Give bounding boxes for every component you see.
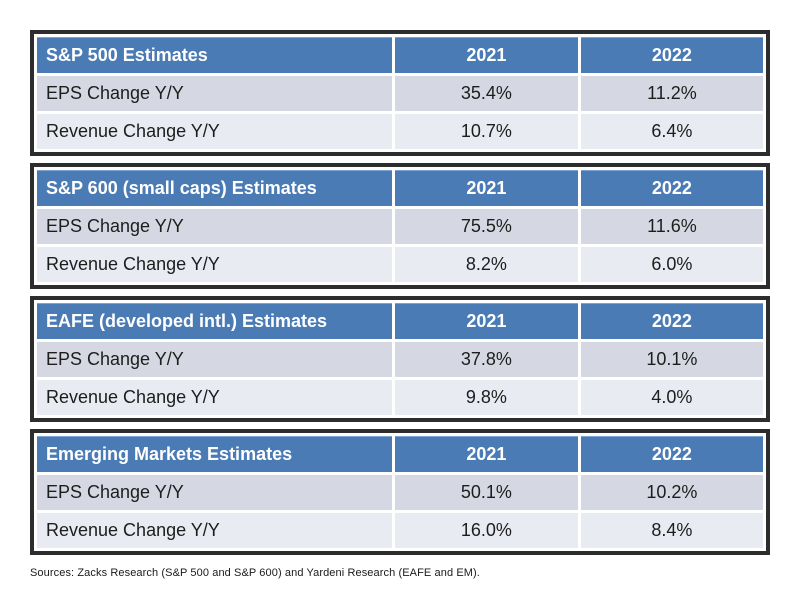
table-row: Revenue Change Y/Y 9.8% 4.0% bbox=[37, 380, 763, 415]
col-header-2021: 2021 bbox=[394, 170, 578, 206]
cell-value: 8.2% bbox=[394, 247, 578, 282]
table-title: Emerging Markets Estimates bbox=[37, 436, 392, 472]
row-label: EPS Change Y/Y bbox=[37, 475, 392, 510]
table-sp600-estimates: S&P 600 (small caps) Estimates 2021 2022… bbox=[30, 163, 770, 289]
table-eafe-estimates: EAFE (developed intl.) Estimates 2021 20… bbox=[30, 296, 770, 422]
col-header-2022: 2022 bbox=[580, 170, 763, 206]
table-row: Revenue Change Y/Y 10.7% 6.4% bbox=[37, 114, 763, 149]
cell-value: 9.8% bbox=[394, 380, 578, 415]
table-header-row: S&P 600 (small caps) Estimates 2021 2022 bbox=[37, 170, 763, 206]
col-header-2021: 2021 bbox=[394, 37, 578, 73]
table-header-row: S&P 500 Estimates 2021 2022 bbox=[37, 37, 763, 73]
cell-value: 11.6% bbox=[580, 209, 763, 244]
col-header-2021: 2021 bbox=[394, 303, 578, 339]
cell-value: 75.5% bbox=[394, 209, 578, 244]
col-header-2022: 2022 bbox=[580, 436, 763, 472]
col-header-2022: 2022 bbox=[580, 303, 763, 339]
cell-value: 10.2% bbox=[580, 475, 763, 510]
cell-value: 37.8% bbox=[394, 342, 578, 377]
cell-value: 16.0% bbox=[394, 513, 578, 548]
table-row: Revenue Change Y/Y 16.0% 8.4% bbox=[37, 513, 763, 548]
table-header-row: EAFE (developed intl.) Estimates 2021 20… bbox=[37, 303, 763, 339]
col-header-2022: 2022 bbox=[580, 37, 763, 73]
col-header-2021: 2021 bbox=[394, 436, 578, 472]
table-row: EPS Change Y/Y 35.4% 11.2% bbox=[37, 76, 763, 111]
table-title: S&P 600 (small caps) Estimates bbox=[37, 170, 392, 206]
cell-value: 4.0% bbox=[580, 380, 763, 415]
row-label: EPS Change Y/Y bbox=[37, 76, 392, 111]
table-row: Revenue Change Y/Y 8.2% 6.0% bbox=[37, 247, 763, 282]
cell-value: 6.0% bbox=[580, 247, 763, 282]
table-emerging-markets-estimates: Emerging Markets Estimates 2021 2022 EPS… bbox=[30, 429, 770, 555]
cell-value: 50.1% bbox=[394, 475, 578, 510]
table-row: EPS Change Y/Y 50.1% 10.2% bbox=[37, 475, 763, 510]
cell-value: 11.2% bbox=[580, 76, 763, 111]
row-label: Revenue Change Y/Y bbox=[37, 380, 392, 415]
table-title: EAFE (developed intl.) Estimates bbox=[37, 303, 392, 339]
cell-value: 8.4% bbox=[580, 513, 763, 548]
table-row: EPS Change Y/Y 37.8% 10.1% bbox=[37, 342, 763, 377]
cell-value: 35.4% bbox=[394, 76, 578, 111]
row-label: Revenue Change Y/Y bbox=[37, 247, 392, 282]
cell-value: 10.7% bbox=[394, 114, 578, 149]
cell-value: 10.1% bbox=[580, 342, 763, 377]
table-sp500-estimates: S&P 500 Estimates 2021 2022 EPS Change Y… bbox=[30, 30, 770, 156]
row-label: Revenue Change Y/Y bbox=[37, 513, 392, 548]
row-label: Revenue Change Y/Y bbox=[37, 114, 392, 149]
row-label: EPS Change Y/Y bbox=[37, 342, 392, 377]
source-note: Sources: Zacks Research (S&P 500 and S&P… bbox=[30, 567, 480, 579]
table-row: EPS Change Y/Y 75.5% 11.6% bbox=[37, 209, 763, 244]
table-title: S&P 500 Estimates bbox=[37, 37, 392, 73]
table-header-row: Emerging Markets Estimates 2021 2022 bbox=[37, 436, 763, 472]
cell-value: 6.4% bbox=[580, 114, 763, 149]
row-label: EPS Change Y/Y bbox=[37, 209, 392, 244]
